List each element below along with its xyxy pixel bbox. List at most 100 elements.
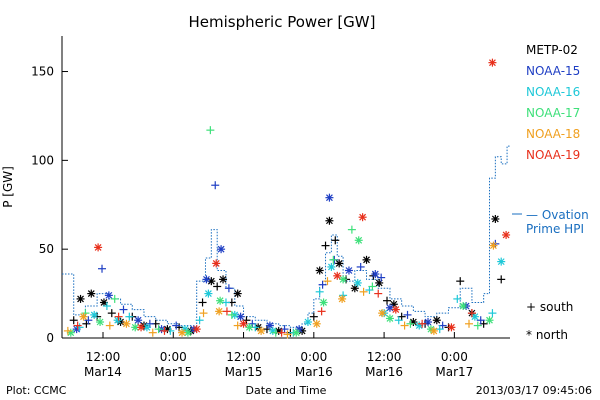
point-noaa-15-22 <box>344 266 353 275</box>
legend: METP-02 NOAA-15 NOAA-16 NOAA-17 NOAA-18 NOAA-… <box>512 43 589 342</box>
point-noaa-16-2 <box>102 302 111 311</box>
y-tick-label-1: 50 <box>39 242 54 256</box>
legend-ovation-line1: — Ovation <box>526 208 589 222</box>
x-tick-date-4: Mar16 <box>365 365 403 379</box>
point-metp-02-6 <box>107 309 116 318</box>
point-noaa-19-7 <box>222 307 231 316</box>
point-noaa-17-2 <box>96 318 105 327</box>
point-metp-02-47 <box>491 214 500 223</box>
point-noaa-16-28 <box>497 257 506 266</box>
point-noaa-18-19 <box>489 241 498 250</box>
point-noaa-19-9 <box>277 328 286 337</box>
point-noaa-16-1 <box>90 310 99 319</box>
point-noaa-18-7 <box>215 307 224 316</box>
point-metp-02-17 <box>219 275 228 284</box>
point-noaa-15-31 <box>476 316 485 325</box>
x-tick-time-4: 12:00 <box>367 350 402 364</box>
point-noaa-18-1 <box>79 312 88 321</box>
x-tick-date-5: Mar17 <box>435 365 473 379</box>
x-tick-time-5: 0:00 <box>441 350 468 364</box>
point-noaa-16-19 <box>353 278 362 287</box>
point-metp-02-16 <box>213 282 222 291</box>
x-axis-label: Date and Time <box>246 384 327 397</box>
y-axis-label: P [GW] <box>1 166 15 208</box>
point-noaa-19-14 <box>391 305 400 314</box>
point-noaa-15-4 <box>119 305 128 314</box>
ovation-series <box>62 145 510 328</box>
point-noaa-16-10 <box>221 298 230 307</box>
point-noaa-16-16 <box>315 287 324 296</box>
ovation-hpi-line <box>62 145 510 328</box>
y-axis: 0 50 100 150 <box>31 65 68 345</box>
point-noaa-17-5 <box>154 325 163 334</box>
point-noaa-17-9 <box>227 310 236 319</box>
point-noaa-17-23 <box>473 321 482 330</box>
x-tick-date-0: Mar14 <box>84 365 122 379</box>
point-noaa-19-13 <box>374 289 383 298</box>
point-noaa-18-5 <box>178 328 187 337</box>
point-noaa-17-14 <box>329 255 338 264</box>
point-noaa-15-12 <box>217 245 226 254</box>
point-noaa-15-14 <box>236 312 245 321</box>
footer-plot-credit: Plot: CCMC <box>6 384 67 397</box>
point-noaa-19-19 <box>502 230 511 239</box>
point-noaa-19-5 <box>192 325 201 334</box>
point-noaa-19-3 <box>137 323 146 332</box>
point-noaa-17-7 <box>206 126 215 135</box>
point-noaa-19-15 <box>418 319 427 328</box>
point-metp-02-1 <box>76 294 85 303</box>
point-noaa-15-10 <box>202 275 211 284</box>
point-noaa-15-2 <box>98 264 107 273</box>
point-metp-02-26 <box>309 312 318 321</box>
point-metp-02-19 <box>233 289 242 298</box>
point-metp-02-2 <box>82 319 91 328</box>
point-metp-02-48 <box>497 275 506 284</box>
point-noaa-17-8 <box>216 296 225 305</box>
point-noaa-17-13 <box>319 298 328 307</box>
point-metp-02-30 <box>331 236 340 245</box>
point-noaa-19-6 <box>212 259 221 268</box>
legend-symbol-south: + south <box>526 300 573 314</box>
point-noaa-17-18 <box>368 282 377 291</box>
point-noaa-16-25 <box>453 294 462 303</box>
point-metp-02-34 <box>362 255 371 264</box>
y-tick-label-3: 150 <box>31 65 54 79</box>
point-noaa-19-8 <box>239 319 248 328</box>
point-noaa-15-3 <box>104 291 113 300</box>
point-noaa-19-0 <box>73 321 82 330</box>
plot-area <box>61 36 510 339</box>
point-noaa-16-22 <box>394 316 403 325</box>
point-noaa-15-1 <box>84 316 93 325</box>
legend-symbol-north: * north <box>526 328 568 342</box>
x-tick-time-3: 0:00 <box>300 350 327 364</box>
point-noaa-17-16 <box>347 225 356 234</box>
point-noaa-17-22 <box>459 302 468 311</box>
legend-entry-noaa-18: NOAA-18 <box>526 127 580 141</box>
footer-timestamp: 2013/03/17 09:45:06 <box>476 384 592 397</box>
legend-entry-noaa-17: NOAA-17 <box>526 106 580 120</box>
point-noaa-17-12 <box>292 328 301 337</box>
point-noaa-19-18 <box>488 58 497 67</box>
point-noaa-16-4 <box>125 312 134 321</box>
point-metp-02-42 <box>432 316 441 325</box>
point-noaa-19-11 <box>333 271 342 280</box>
point-metp-02-31 <box>335 259 344 268</box>
point-metp-02-27 <box>315 266 324 275</box>
point-noaa-15-24 <box>371 270 380 279</box>
point-metp-02-3 <box>87 289 96 298</box>
point-noaa-15-28 <box>424 318 433 327</box>
point-metp-02-0 <box>69 316 78 325</box>
point-noaa-18-2 <box>105 321 114 330</box>
point-noaa-18-0 <box>63 326 72 335</box>
point-noaa-19-12 <box>358 213 367 222</box>
point-noaa-18-18 <box>465 319 474 328</box>
legend-entry-noaa-15: NOAA-15 <box>526 64 580 78</box>
point-noaa-18-9 <box>257 326 266 335</box>
y-tick-label-2: 100 <box>31 153 54 167</box>
point-noaa-16-9 <box>204 289 213 298</box>
x-tick-date-2: Mar15 <box>225 365 263 379</box>
point-noaa-15-13 <box>224 284 233 293</box>
x-tick-time-2: 12:00 <box>226 350 261 364</box>
point-noaa-15-8 <box>172 321 181 330</box>
